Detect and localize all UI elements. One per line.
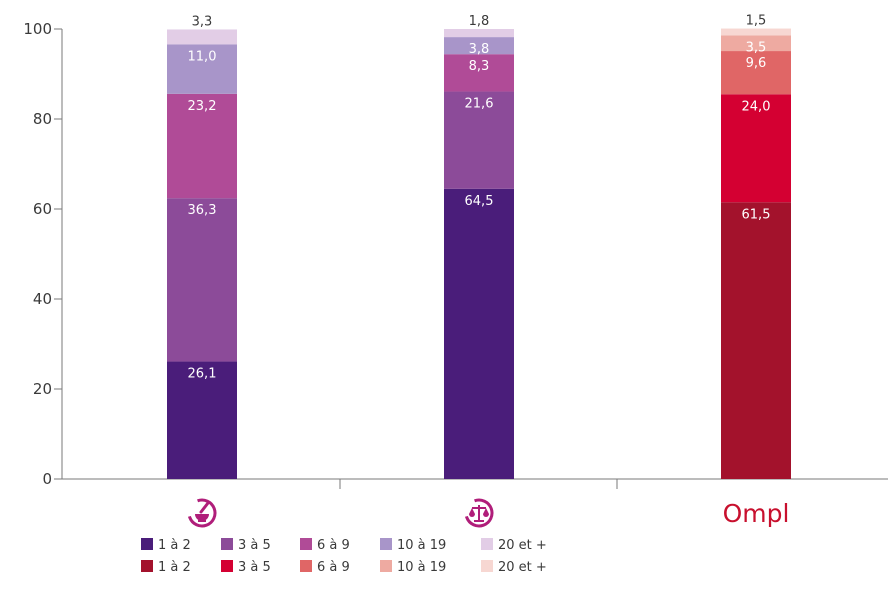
bar-segment — [167, 361, 237, 479]
data-label: 36,3 — [188, 203, 217, 218]
legend-swatch — [300, 538, 312, 550]
data-label: 1,5 — [746, 14, 767, 29]
bar-segment — [167, 198, 237, 362]
icon-ring — [464, 498, 494, 528]
legend-swatch — [221, 560, 233, 572]
data-label: 24,0 — [742, 99, 771, 114]
legend-swatch — [481, 560, 493, 572]
legend-swatch — [380, 560, 392, 572]
bar-segment — [721, 51, 791, 95]
legend-label: 20 et + — [498, 538, 547, 553]
data-label: 23,2 — [188, 99, 217, 114]
scale-pan-left — [469, 508, 475, 517]
bar-segment — [721, 202, 791, 479]
bar-segment — [444, 37, 514, 55]
data-label: 8,3 — [469, 59, 490, 74]
data-label: 3,3 — [192, 14, 213, 29]
bar-segment — [167, 29, 237, 45]
legend-label: 10 à 19 — [397, 538, 446, 553]
ompl-logo: Ompl — [723, 499, 790, 528]
mortar-bowl — [195, 514, 209, 521]
y-tick-label: 80 — [33, 110, 52, 128]
bar-segment — [721, 94, 791, 203]
scale-pan-right — [483, 508, 489, 517]
legend-label: 6 à 9 — [317, 538, 350, 553]
legend-label: 20 et + — [498, 560, 547, 575]
legend-swatch — [380, 538, 392, 550]
y-tick-label: 0 — [42, 470, 52, 488]
y-tick-label: 20 — [33, 380, 52, 398]
data-label: 9,6 — [746, 56, 767, 71]
data-label: 1,8 — [469, 14, 490, 29]
legend-label: 10 à 19 — [397, 560, 446, 575]
legend-label: 1 à 2 — [158, 560, 191, 575]
bar-segment — [444, 188, 514, 479]
bar-segment — [444, 91, 514, 189]
pestle — [199, 501, 210, 514]
bar-segment — [721, 35, 791, 52]
justice-scales-icon — [464, 498, 494, 528]
bar-segment — [167, 93, 237, 199]
bar-segment — [444, 29, 514, 38]
y-tick-label: 60 — [33, 200, 52, 218]
data-label: 21,6 — [465, 97, 494, 112]
data-label: 3,8 — [469, 42, 490, 57]
data-label: 26,1 — [188, 367, 217, 382]
data-label: 64,5 — [465, 194, 494, 209]
bar-segment — [721, 28, 791, 36]
bar-segment — [167, 44, 237, 94]
legend-label: 3 à 5 — [238, 538, 271, 553]
data-label: 11,0 — [188, 49, 217, 64]
data-label: 61,5 — [742, 207, 771, 222]
legend-swatch — [141, 560, 153, 572]
legend-label: 1 à 2 — [158, 538, 191, 553]
data-label: 3,5 — [746, 40, 767, 55]
y-tick-label: 100 — [23, 20, 52, 38]
legend-swatch — [221, 538, 233, 550]
legend-label: 6 à 9 — [317, 560, 350, 575]
legend-label: 3 à 5 — [238, 560, 271, 575]
pharmacy-mortar-icon — [187, 498, 217, 528]
icon-ring — [187, 498, 217, 528]
scale-base — [474, 520, 484, 522]
legend-swatch — [300, 560, 312, 572]
mortar-base — [198, 520, 206, 522]
legend-swatch — [141, 538, 153, 550]
legend-swatch — [481, 538, 493, 550]
y-tick-label: 40 — [33, 290, 52, 308]
bar-segment — [444, 54, 514, 92]
